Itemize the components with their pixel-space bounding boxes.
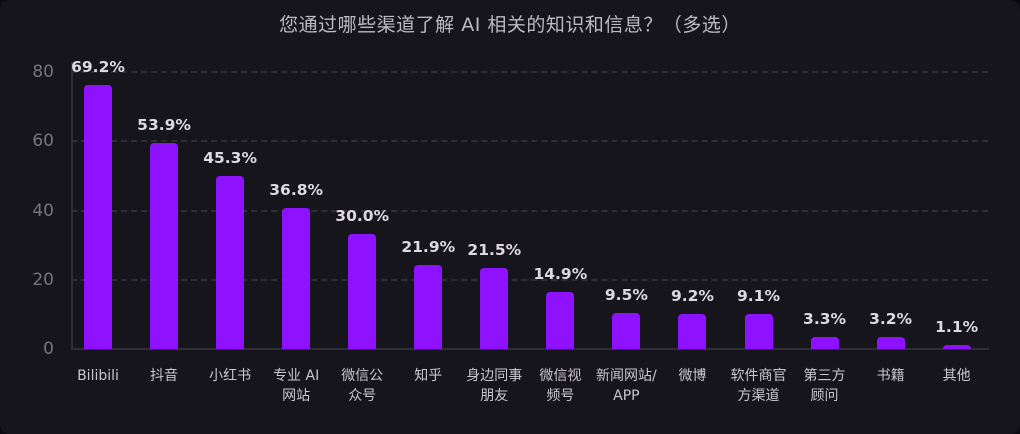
- chart-title: 您通过哪些渠道了解 AI 相关的知识和信息？（多选）: [279, 14, 741, 36]
- y-tick-label: 0: [43, 339, 54, 359]
- bar[interactable]: [150, 142, 179, 349]
- x-tick-label: 书籍: [876, 368, 905, 384]
- value-label: 14.9%: [533, 264, 588, 283]
- x-tick-label: 身边同事 朋友: [466, 368, 523, 404]
- x-tick-label: 专业 AI 网站: [273, 368, 320, 404]
- value-label: 53.9%: [137, 115, 191, 134]
- value-label: 45.3%: [203, 148, 257, 167]
- gridline: [71, 71, 988, 73]
- value-label: 36.8%: [269, 181, 324, 200]
- x-axis-line: [71, 348, 989, 350]
- x-tick-label: 微信公 众号: [341, 368, 384, 404]
- bar[interactable]: [810, 336, 839, 349]
- value-label: 1.1%: [935, 317, 979, 336]
- y-tick-label: 80: [32, 62, 54, 82]
- bar[interactable]: [414, 265, 443, 349]
- y-tick-label: 60: [32, 131, 54, 152]
- gridline: [71, 209, 988, 212]
- x-tick-label: 小红书: [209, 368, 252, 384]
- bar[interactable]: [216, 175, 245, 349]
- bar[interactable]: [942, 344, 971, 349]
- y-tick-label: 40: [32, 200, 54, 221]
- bar[interactable]: [612, 312, 641, 349]
- value-label: 9.2%: [670, 286, 714, 305]
- x-tick-label: 抖音: [150, 368, 179, 384]
- y-tick-label: 20: [32, 269, 54, 290]
- y-axis-line: [71, 62, 73, 350]
- value-label: 3.2%: [869, 309, 913, 328]
- x-tick-label: 知乎: [414, 368, 443, 384]
- gridline: [71, 140, 988, 143]
- value-label: 69.2%: [71, 57, 125, 76]
- x-tick-label: 第三方 顾问: [803, 368, 846, 404]
- value-label: 9.1%: [737, 287, 780, 306]
- gridline: [71, 278, 988, 281]
- value-label: 9.5%: [604, 285, 648, 304]
- x-tick-label: 微信视 频号: [539, 368, 582, 404]
- bar[interactable]: [480, 267, 509, 349]
- bar[interactable]: [546, 291, 575, 349]
- x-tick-label: 新闻网站/APP: [596, 368, 657, 404]
- x-tick-label: 软件商官 方渠道: [730, 368, 787, 404]
- bar[interactable]: [348, 234, 377, 349]
- value-label: 30.0%: [335, 207, 390, 226]
- bar[interactable]: [84, 84, 112, 349]
- bar[interactable]: [678, 313, 707, 349]
- value-label: 3.3%: [803, 309, 847, 328]
- x-tick-label: 其他: [942, 368, 971, 384]
- bar[interactable]: [876, 336, 905, 349]
- x-tick-label: Bilibili: [77, 368, 119, 384]
- bar[interactable]: [282, 208, 311, 349]
- bar[interactable]: [744, 314, 773, 349]
- value-label: 21.5%: [467, 240, 522, 259]
- value-label: 21.9%: [401, 238, 456, 257]
- x-tick-label: 微博: [678, 368, 707, 384]
